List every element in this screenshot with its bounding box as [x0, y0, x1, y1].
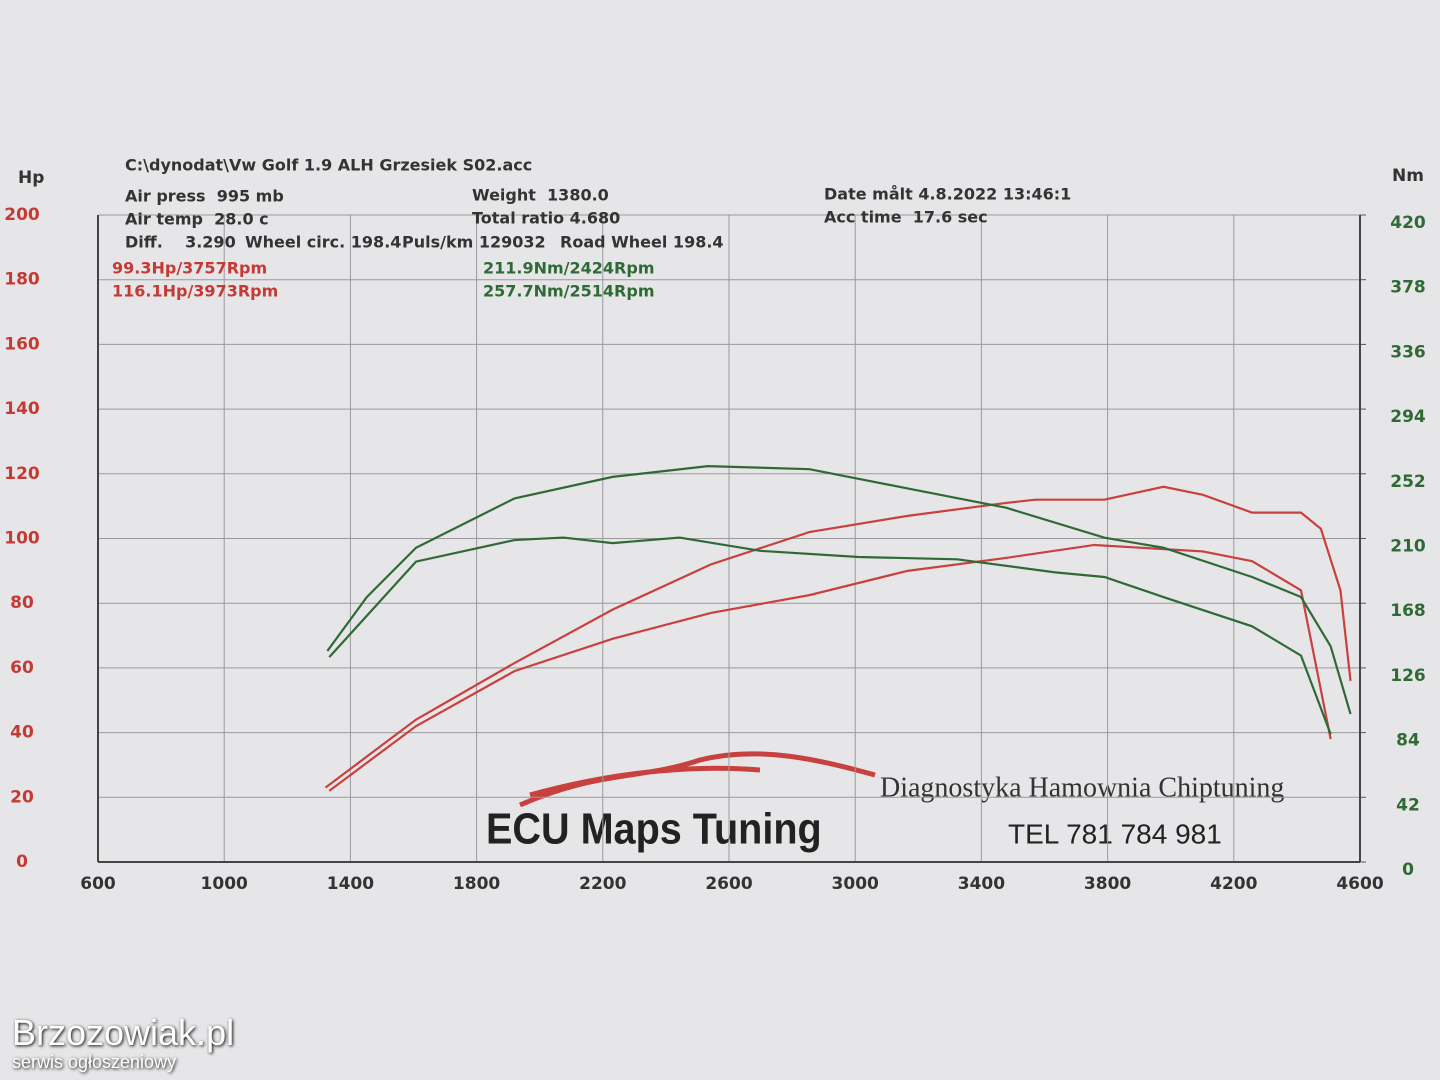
annotation: C:\dynodat\Vw Golf 1.9 ALH Grzesiek S02.… [125, 156, 532, 175]
x-tick-label: 3800 [1084, 874, 1131, 894]
annotation: Weight 1380.0 [472, 186, 609, 205]
logo-phone: TEL 781 784 981 [1008, 818, 1222, 849]
y2-tick-label: 336 [1390, 342, 1426, 362]
y2-tick-label: 378 [1390, 278, 1426, 298]
y2-tick-label: 126 [1390, 666, 1426, 686]
y-tick-label: 200 [4, 205, 40, 225]
annotation: Air press 995 mb [125, 187, 284, 206]
y2-tick-label: 84 [1396, 731, 1420, 751]
data-line [324, 485, 1352, 789]
x-tick-label: 1400 [327, 874, 374, 894]
y-tick-label: 140 [4, 399, 40, 419]
y-tick-label: 0 [16, 852, 28, 872]
annotation: 257.7Nm/2514Rpm [483, 282, 655, 301]
y-tick-label: 20 [10, 787, 34, 807]
annotation: Date målt 4.8.2022 13:46:1 [824, 185, 1071, 204]
data-line [328, 543, 1332, 792]
annotation: Air temp 28.0 c [125, 210, 269, 229]
x-tick-label: 3400 [958, 874, 1005, 894]
annotation: Diff. 3.290 [125, 233, 236, 252]
annotation: Wheel circ. 198.4 [245, 233, 401, 252]
logo-swoosh [518, 751, 876, 808]
y2-axis-label: Nm [1392, 166, 1424, 186]
y-tick-label: 60 [10, 658, 34, 678]
y2-tick-label: 42 [1396, 795, 1420, 815]
logo-tagline: Diagnostyka Hamownia Chiptuning [880, 772, 1284, 803]
y-tick-label: 160 [4, 334, 40, 354]
y2-tick-label: 210 [1390, 537, 1426, 557]
x-tick-label: 2200 [579, 874, 626, 894]
y-tick-label: 80 [10, 593, 34, 613]
y-tick-label: 120 [4, 464, 40, 484]
data-line [328, 536, 1332, 735]
annotation: Puls/km 129032 [402, 233, 546, 252]
x-tick-label: 1000 [201, 874, 248, 894]
y-tick-label: 180 [4, 270, 40, 290]
y-tick-label: 40 [10, 723, 34, 743]
annotation: Road Wheel 198.4 [560, 233, 724, 252]
x-tick-label: 3000 [832, 874, 879, 894]
x-tick-label: 4600 [1336, 874, 1383, 894]
y2-tick-label: 168 [1390, 601, 1426, 621]
x-tick-label: 4200 [1210, 874, 1257, 894]
annotation: Acc time 17.6 sec [824, 208, 988, 227]
x-tick-label: 1800 [453, 874, 500, 894]
x-tick-label: 600 [80, 874, 116, 894]
watermark-subtitle: serwis ogłoszeniowy [12, 1052, 177, 1072]
y2-tick-label: 0 [1402, 860, 1414, 880]
y-axis-label: Hp [18, 168, 44, 188]
y2-tick-label: 294 [1390, 407, 1426, 427]
logo-brand: ECU Maps Tuning [486, 804, 822, 853]
y2-tick-label: 252 [1390, 472, 1426, 492]
data-line [326, 464, 1352, 715]
annotation: 211.9Nm/2424Rpm [483, 259, 655, 278]
annotation: 99.3Hp/3757Rpm [112, 259, 267, 278]
annotation: Total ratio 4.680 [472, 209, 620, 228]
annotation: 116.1Hp/3973Rpm [112, 282, 278, 301]
watermark-site: Brzozowiak.pl [12, 1012, 235, 1053]
x-tick-label: 2600 [705, 874, 752, 894]
y-tick-label: 100 [4, 529, 40, 549]
y2-tick-label: 420 [1390, 213, 1426, 233]
